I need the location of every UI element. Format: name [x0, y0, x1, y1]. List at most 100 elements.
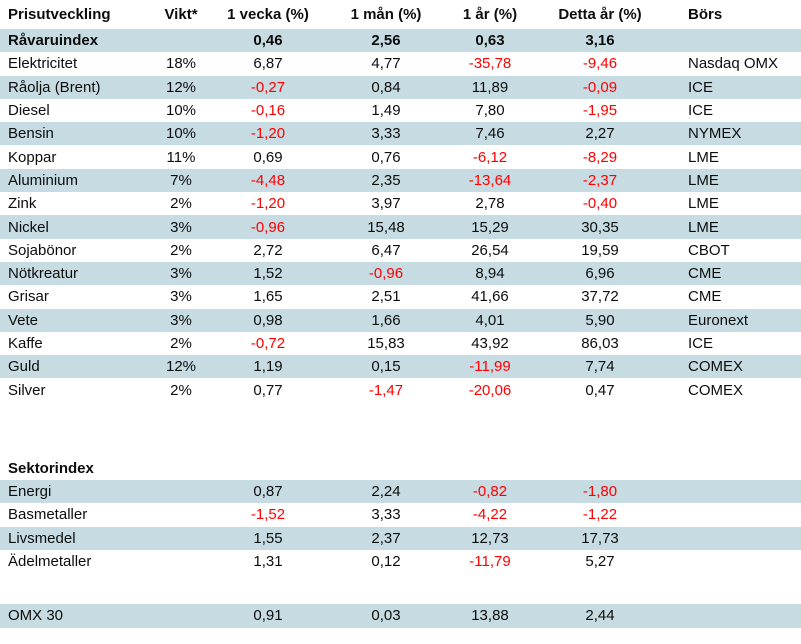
row-label: OMX 30 [8, 607, 64, 625]
cell: 18% [165, 55, 197, 73]
cell: 5,90 [585, 311, 615, 329]
cell: 8,94 [475, 265, 505, 283]
cell: 15,48 [367, 218, 405, 236]
cell: COMEX [688, 381, 744, 399]
cell: 1,55 [253, 529, 283, 547]
row-label: Aluminium [8, 171, 79, 189]
column-header: 1 år (%) [462, 6, 518, 23]
row-label: Basmetaller [8, 506, 88, 524]
cell: -1,52 [250, 506, 286, 524]
cell: 12% [165, 78, 197, 96]
row-label: Koppar [8, 148, 57, 166]
table-header-row: Prisutveckling Vikt* 1 vecka (%) 1 mån (%) 1… [0, 0, 801, 29]
cell: 1,31 [253, 553, 283, 571]
table-row: Basmetaller -1,52 3,33 -4,22 -1,22 [0, 503, 801, 526]
row-label: Silver [8, 381, 46, 399]
cell: 0,12 [371, 553, 401, 571]
cell: 2,24 [371, 483, 401, 501]
cell: 6,47 [371, 241, 401, 259]
cell: 0,03 [371, 607, 401, 625]
table-row: Kaffe 2% -0,72 15,83 43,92 86,03 ICE [0, 332, 801, 355]
cell: -1,95 [582, 102, 618, 120]
cell: 0,47 [585, 381, 615, 399]
cell: Euronext [688, 311, 749, 329]
cell: 3% [170, 265, 192, 283]
cell: 2,37 [371, 529, 401, 547]
row-label: Diesel [8, 102, 50, 120]
table-row: Diesel 10% -0,16 1,49 7,80 -1,95 ICE [0, 99, 801, 122]
table-row: Koppar 11% 0,69 0,76 -6,12 -8,29 LME [0, 145, 801, 168]
cell: -0,82 [472, 483, 508, 501]
cell: 15,29 [471, 218, 509, 236]
cell: 6,96 [585, 265, 615, 283]
table-row: Livsmedel 1,55 2,37 12,73 17,73 [0, 526, 801, 550]
cell: -6,12 [472, 148, 508, 166]
cell: 2,51 [371, 288, 401, 306]
cell: 11% [166, 148, 196, 166]
cell: -20,06 [468, 381, 512, 399]
row-label: Ädelmetaller [8, 553, 92, 571]
cell: 1,65 [253, 288, 283, 306]
cell: -1,80 [582, 483, 618, 501]
cell: 2,27 [585, 125, 615, 143]
cell: 13,88 [471, 607, 509, 625]
cell: -1,20 [250, 195, 286, 213]
cell: 0,15 [371, 358, 401, 376]
cell: 3,33 [371, 125, 401, 143]
row-label: Kaffe [8, 335, 43, 352]
cell: 2,78 [475, 195, 505, 213]
cell: 0,87 [253, 483, 283, 501]
cell: 3,33 [371, 506, 401, 524]
cell: -4,22 [472, 506, 508, 524]
cell: ICE [688, 102, 714, 120]
table-row: Energi 0,87 2,24 -0,82 -1,80 [0, 480, 801, 504]
cell: -0,96 [368, 265, 404, 283]
column-header: Detta år (%) [558, 6, 642, 23]
column-header: 1 vecka (%) [227, 6, 309, 23]
cell: LME [688, 171, 719, 189]
cell: 2,35 [371, 171, 401, 189]
cell: 7,80 [475, 102, 505, 120]
cell: 0,84 [371, 78, 401, 96]
row-label: Sektorindex [8, 459, 94, 477]
cell: ICE [688, 335, 714, 352]
cell: -0,72 [250, 335, 286, 352]
table-row: Elektricitet 18% 6,87 4,77 -35,78 -9,46 Nasdaq… [0, 52, 801, 75]
cell: CME [688, 288, 722, 306]
column-header: Vikt* [164, 6, 198, 23]
cell: 1,66 [371, 311, 401, 329]
cell: LME [688, 148, 719, 166]
cell: -4,48 [250, 171, 286, 189]
cell: 2% [170, 335, 192, 352]
cell: NYMEX [688, 125, 742, 143]
cell: CME [688, 265, 722, 283]
table-row: Bensin 10% -1,20 3,33 7,46 2,27 NYMEX [0, 122, 801, 146]
cell: 26,54 [471, 241, 509, 259]
cell: COMEX [688, 358, 744, 376]
cell: 0,63 [475, 32, 505, 50]
table-row: Råvaruindex 0,46 2,56 0,63 3,16 [0, 29, 801, 53]
cell: 5,27 [585, 553, 615, 571]
cell: 7,46 [475, 125, 505, 143]
table-row: Guld 12% 1,19 0,15 -11,99 7,74 COMEX [0, 355, 801, 379]
table-row: Grisar 3% 1,65 2,51 41,66 37,72 CME [0, 285, 801, 308]
cell: LME [688, 218, 719, 236]
cell: 1,49 [371, 102, 401, 120]
row-label: Vete [8, 311, 39, 329]
table-row: Ädelmetaller 1,31 0,12 -11,79 5,27 [0, 550, 801, 573]
cell: 2,56 [371, 32, 401, 50]
cell: 2% [170, 381, 192, 399]
table-row: Aluminium 7% -4,48 2,35 -13,64 -2,37 LME [0, 168, 801, 193]
cell: 0,76 [371, 148, 401, 166]
cell: -2,37 [582, 171, 618, 189]
cell: 2% [170, 195, 192, 213]
cell: 7% [170, 171, 192, 189]
cell: 2,44 [585, 607, 615, 625]
cell: -11,99 [469, 358, 511, 376]
cell: -9,46 [582, 55, 618, 73]
row-label: Nickel [8, 218, 49, 236]
cell: 1,52 [253, 265, 283, 283]
cell: Nasdaq OMX [688, 55, 779, 73]
column-header: Börs [688, 6, 723, 23]
cell: 3% [170, 311, 192, 329]
